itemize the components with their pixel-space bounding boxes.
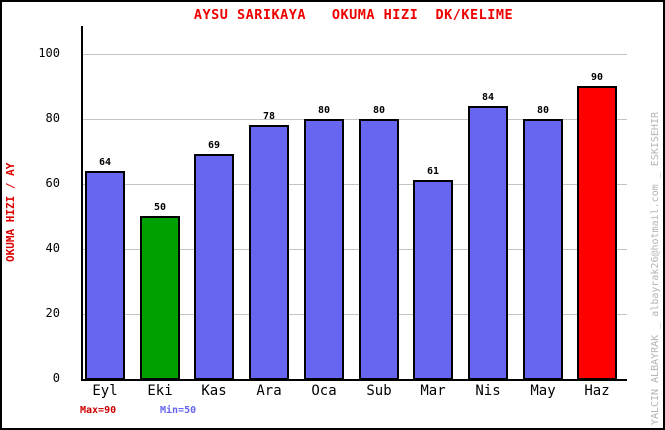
min-annotation: Min=50 bbox=[160, 405, 197, 416]
y-tick-label-100: 100 bbox=[38, 46, 60, 60]
x-label-Eyl: Eyl bbox=[92, 383, 118, 399]
y-tick-label-80: 80 bbox=[45, 111, 60, 125]
x-label-Haz: Haz bbox=[584, 383, 610, 399]
x-label-Kas: Kas bbox=[201, 383, 227, 399]
watermark-text: YALCIN ALBAYRAK _ albayrak26@hotmail.com… bbox=[650, 111, 661, 425]
y-axis-line bbox=[81, 26, 83, 381]
gridline-100 bbox=[83, 54, 627, 55]
bar-value-Sub: 80 bbox=[372, 105, 386, 116]
bar-Nis bbox=[468, 106, 508, 380]
x-label-Ara: Ara bbox=[256, 383, 282, 399]
bar-value-Mar: 61 bbox=[426, 166, 440, 177]
y-tick-label-0: 0 bbox=[52, 371, 60, 385]
max-annotation: Max=90 bbox=[80, 405, 117, 416]
bar-value-Oca: 80 bbox=[317, 105, 331, 116]
bar-value-Ara: 78 bbox=[262, 111, 276, 122]
bar-Sub bbox=[359, 119, 399, 380]
bar-value-May: 80 bbox=[536, 105, 550, 116]
x-label-Nis: Nis bbox=[475, 383, 501, 399]
bar-Mar bbox=[413, 180, 453, 380]
x-label-Sub: Sub bbox=[366, 383, 392, 399]
x-label-May: May bbox=[530, 383, 556, 399]
gridline-40 bbox=[83, 249, 627, 250]
bar-value-Kas: 69 bbox=[207, 140, 221, 151]
y-tick-label-60: 60 bbox=[45, 176, 60, 190]
x-label-Oca: Oca bbox=[311, 383, 337, 399]
bar-Oca bbox=[304, 119, 344, 380]
y-tick-label-20: 20 bbox=[45, 306, 60, 320]
bar-value-Eki: 50 bbox=[153, 202, 167, 213]
bar-value-Eyl: 64 bbox=[98, 157, 112, 168]
bar-Eyl bbox=[85, 171, 125, 380]
bar-Haz bbox=[577, 86, 617, 380]
chart-title: AYSU SARIKAYA OKUMA HIZI DK/KELIME bbox=[193, 7, 514, 23]
bar-Kas bbox=[194, 154, 234, 380]
x-axis-line bbox=[81, 379, 627, 381]
bar-value-Nis: 84 bbox=[481, 92, 495, 103]
gridline-20 bbox=[83, 314, 627, 315]
y-tick-label-40: 40 bbox=[45, 241, 60, 255]
gridline-60 bbox=[83, 184, 627, 185]
x-label-Mar: Mar bbox=[420, 383, 446, 399]
bar-Eki bbox=[140, 216, 180, 380]
x-label-Eki: Eki bbox=[147, 383, 173, 399]
bar-value-Haz: 90 bbox=[590, 72, 604, 83]
bar-Ara bbox=[249, 125, 289, 380]
gridline-80 bbox=[83, 119, 627, 120]
bar-May bbox=[523, 119, 563, 380]
